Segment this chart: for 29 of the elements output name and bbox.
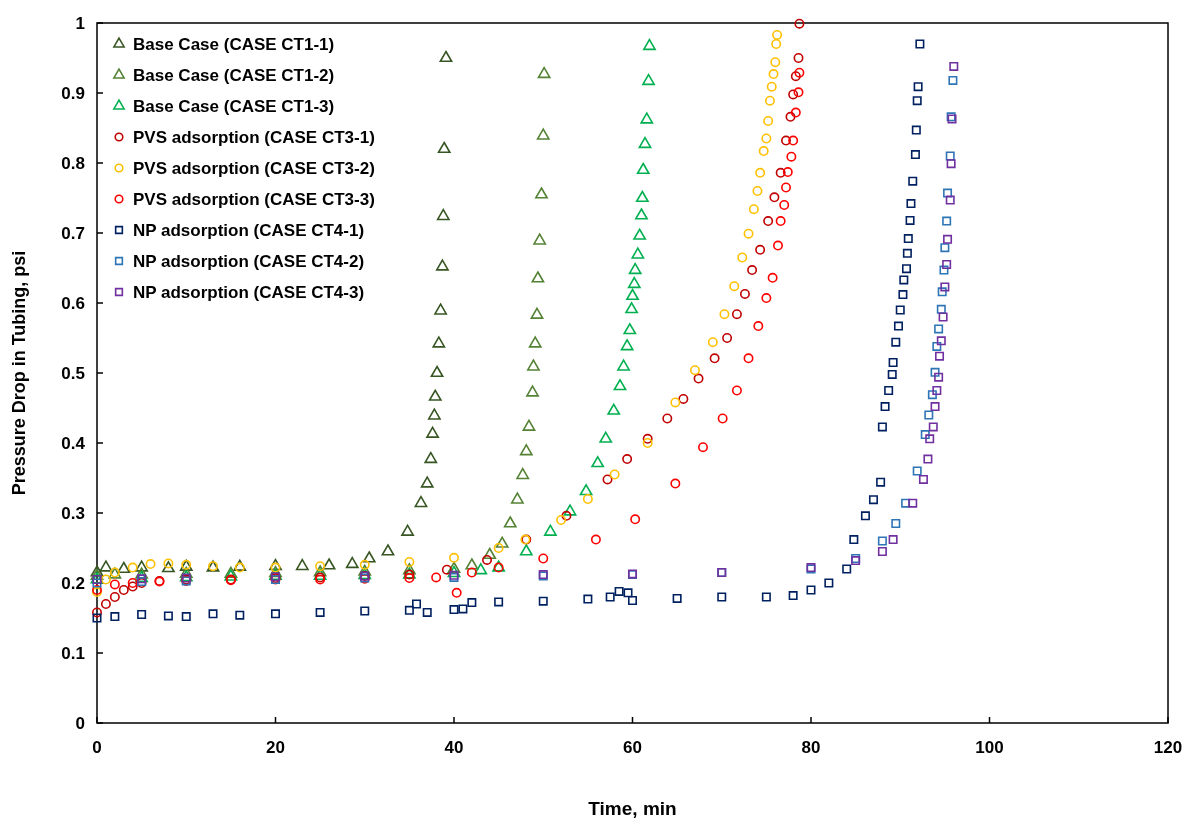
legend-label: PVS adsorption (CASE CT3-2) (133, 158, 375, 178)
legend-label: NP adsorption (CASE CT4-2) (133, 251, 365, 271)
y-tick-label: 0.9 (61, 83, 85, 103)
x-tick-label: 80 (801, 738, 821, 757)
x-tick-label: 40 (444, 738, 464, 757)
y-tick-label: 0.4 (61, 433, 86, 453)
y-tick-label: 0.3 (61, 503, 85, 523)
legend-label: NP adsorption (CASE CT4-1) (133, 220, 365, 240)
y-tick-label: 0.5 (61, 363, 85, 383)
legend-label: PVS adsorption (CASE CT3-3) (133, 189, 375, 209)
legend-label: Base Case (CASE CT1-1) (133, 34, 335, 54)
legend-label: Base Case (CASE CT1-2) (133, 65, 335, 85)
y-axis-title: Pressure Drop in Tubing, psi (9, 250, 29, 496)
x-axis-title: Time, min (588, 798, 677, 819)
legend-label: PVS adsorption (CASE CT3-1) (133, 127, 375, 147)
y-tick-label: 0.8 (61, 153, 85, 173)
x-tick-label: 20 (266, 738, 285, 757)
y-tick-label: 0.1 (61, 643, 85, 663)
y-tick-label: 0.7 (61, 223, 85, 243)
x-tick-label: 100 (975, 738, 1004, 757)
x-tick-label: 0 (92, 738, 102, 757)
legend-label: NP adsorption (CASE CT4-3) (133, 282, 365, 302)
x-tick-label: 60 (623, 738, 642, 757)
y-tick-label: 0.2 (61, 573, 85, 593)
legend-label: Base Case (CASE CT1-3) (133, 96, 335, 116)
y-tick-label: 1 (75, 13, 85, 33)
y-tick-label: 0 (75, 713, 85, 733)
y-tick-label: 0.6 (61, 293, 85, 313)
x-tick-label: 120 (1153, 738, 1183, 757)
